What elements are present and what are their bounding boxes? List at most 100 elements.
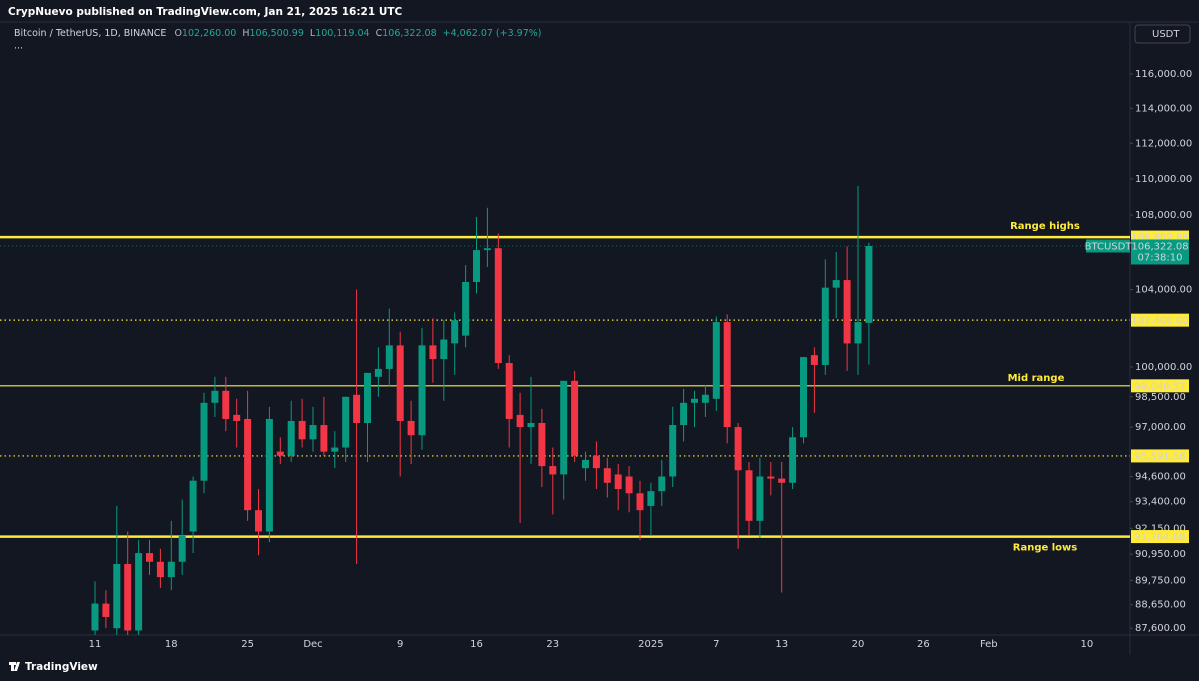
candle-body bbox=[146, 553, 153, 562]
logo-icon bbox=[9, 662, 20, 671]
y-tick-label: 90,950.00 bbox=[1135, 549, 1186, 560]
annotation: Range highs bbox=[1010, 221, 1080, 232]
ohlc-value: 106,322.08 bbox=[382, 28, 436, 39]
level-badge-label: 99,048.57 bbox=[1135, 381, 1186, 392]
x-tick-label: 10 bbox=[1081, 639, 1094, 650]
candle-body bbox=[582, 459, 589, 469]
candle-body bbox=[156, 561, 164, 578]
candle-body bbox=[276, 451, 284, 456]
candle-body bbox=[756, 476, 764, 521]
y-tick-label: 89,750.00 bbox=[1135, 575, 1186, 586]
x-tick-label: Feb bbox=[980, 639, 998, 650]
candle-body bbox=[233, 414, 241, 421]
candle-body bbox=[353, 394, 361, 424]
level-badge-label: 102,400.00 bbox=[1131, 316, 1188, 327]
candle-body bbox=[440, 339, 448, 360]
currency[interactable]: USDT bbox=[1152, 29, 1180, 40]
candle-body bbox=[429, 345, 437, 360]
y-tick-label: 94,600.00 bbox=[1135, 472, 1186, 483]
y-tick-label: 87,600.00 bbox=[1135, 623, 1186, 634]
currency-box[interactable] bbox=[1134, 24, 1191, 44]
ohlc-key: O bbox=[174, 28, 181, 39]
x-tick-label: 26 bbox=[917, 639, 930, 650]
candle-body bbox=[200, 402, 208, 481]
y-tick-label: 88,650.00 bbox=[1135, 600, 1186, 611]
candle-body bbox=[505, 363, 513, 419]
candle-body bbox=[592, 455, 600, 469]
candle-body bbox=[538, 423, 546, 467]
candle-body bbox=[680, 402, 688, 426]
annotation: Range lows bbox=[1013, 543, 1078, 554]
y-tick-label: 116,000.00 bbox=[1135, 69, 1192, 80]
candle-body bbox=[287, 420, 295, 456]
candle-body bbox=[636, 493, 644, 511]
annotation: Mid range bbox=[1008, 373, 1065, 384]
candle-body bbox=[374, 368, 382, 377]
candle-body bbox=[669, 425, 677, 477]
y-tick-label: 97,000.00 bbox=[1135, 422, 1186, 433]
x-tick-label: 7 bbox=[713, 639, 719, 650]
change: +4,062.07 (+3.97%) bbox=[443, 28, 542, 39]
y-tick-label: 92,150.00 bbox=[1135, 523, 1186, 534]
y-tick-label: 112,000.00 bbox=[1135, 138, 1192, 149]
symbol-badge bbox=[1086, 239, 1130, 253]
level-badge-label: 91,764.68 bbox=[1135, 532, 1186, 543]
candle-body bbox=[810, 355, 818, 365]
candle-body bbox=[516, 414, 524, 428]
price-badge-countdown: 07:38:10 bbox=[1138, 252, 1183, 263]
x-tick-label: 9 bbox=[397, 639, 403, 650]
candle-body bbox=[571, 380, 579, 456]
candle-body bbox=[298, 420, 306, 440]
y-tick-label: 93,400.00 bbox=[1135, 497, 1186, 508]
ohlc-value: 106,500.99 bbox=[249, 28, 303, 39]
x-tick-label: 2025 bbox=[638, 639, 663, 650]
level-badge bbox=[1131, 530, 1189, 544]
legend: Bitcoin / TetherUS, 1D, BINANCE O102,260.… bbox=[14, 28, 541, 39]
candle-body bbox=[222, 390, 230, 419]
ohlc-value: 100,119.04 bbox=[315, 28, 369, 39]
x-tick-label: 13 bbox=[775, 639, 788, 650]
candle-body bbox=[549, 466, 557, 475]
candle-body bbox=[723, 322, 731, 428]
candle-body bbox=[832, 280, 840, 288]
candle-body bbox=[178, 535, 186, 562]
candle-body bbox=[778, 478, 786, 483]
candle-body bbox=[865, 245, 873, 323]
published-note: CrypNuevo published on TradingView.com, … bbox=[8, 6, 403, 18]
x-tick-label: 23 bbox=[546, 639, 559, 650]
candle-body bbox=[396, 345, 404, 421]
candle-body bbox=[331, 447, 339, 452]
price-badge bbox=[1131, 239, 1189, 265]
ohlc-key: L bbox=[310, 28, 316, 39]
candle-body bbox=[342, 396, 350, 448]
candle-body bbox=[451, 320, 459, 344]
candle-body bbox=[113, 563, 121, 629]
x-tick-label: 11 bbox=[89, 639, 102, 650]
candle-body bbox=[614, 474, 622, 490]
candle-body bbox=[473, 250, 480, 282]
candle-body bbox=[745, 470, 753, 521]
candle-body bbox=[364, 372, 371, 424]
candle-body bbox=[625, 476, 633, 494]
y-tick-label: 100,000.00 bbox=[1135, 362, 1192, 373]
level-badge-label: 95,591.58 bbox=[1135, 451, 1186, 462]
candle-body bbox=[800, 357, 807, 438]
level-badge bbox=[1131, 313, 1189, 327]
candle-body bbox=[767, 476, 775, 479]
candle-body bbox=[494, 248, 502, 364]
legend-more[interactable]: ... bbox=[14, 41, 23, 52]
candle-body bbox=[691, 398, 698, 403]
ohlc-key: C bbox=[376, 28, 383, 39]
candle-body bbox=[462, 281, 470, 336]
candle-body bbox=[211, 390, 219, 403]
candle-body bbox=[854, 322, 862, 344]
x-tick-label: 20 bbox=[852, 639, 865, 650]
footer-brand: TradingView bbox=[25, 661, 98, 673]
candle-body bbox=[91, 603, 99, 631]
symbol-badge-label: BTCUSDT bbox=[1085, 241, 1133, 252]
candle-body bbox=[560, 380, 568, 475]
candle-body bbox=[527, 423, 535, 428]
legend-symbol: Bitcoin / TetherUS, 1D, BINANCE bbox=[14, 28, 166, 39]
x-tick-label: 18 bbox=[165, 639, 178, 650]
